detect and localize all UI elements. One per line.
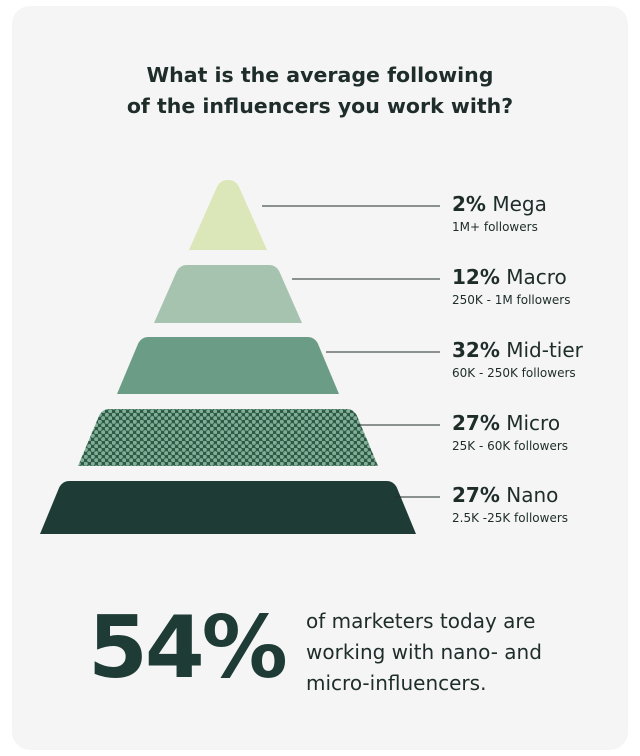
tier-label-micro: 27% Micro 25K - 60K followers (452, 411, 568, 454)
tier-label-mid-tier: 32% Mid-tier 60K - 250K followers (452, 338, 583, 381)
pyramid-tier-nano (40, 481, 416, 534)
stat-description: of marketers today are working with nano… (306, 606, 606, 699)
stat-value: 54% (88, 598, 288, 698)
tier-name: Macro (506, 265, 567, 289)
tier-range: 1M+ followers (452, 220, 538, 234)
tier-range: 25K - 60K followers (452, 439, 569, 453)
tier-label-nano: 27% Nano 2.5K -25K followers (452, 483, 568, 526)
pyramid-tier-micro (78, 409, 378, 466)
tier-name: Micro (506, 411, 561, 435)
stat-line-2: working with nano- and (306, 640, 542, 664)
chart-title: What is the average following of the inf… (0, 60, 640, 122)
chart-title-line-2: of the influencers you work with? (126, 94, 514, 118)
tier-name: Mid-tier (506, 338, 583, 362)
tier-range: 2.5K -25K followers (452, 511, 569, 525)
tier-range: 60K - 250K followers (452, 366, 576, 380)
tier-percent: 12% (452, 265, 500, 289)
tier-range: 250K - 1M followers (452, 293, 571, 307)
tier-name: Mega (492, 192, 547, 216)
pyramid-tier-macro (154, 265, 302, 323)
tier-percent: 27% (452, 483, 500, 507)
stat-line-1: of marketers today are (306, 609, 536, 633)
stat-line-3: micro-influencers. (306, 671, 487, 695)
tier-label-macro: 12% Macro 250K - 1M followers (452, 265, 571, 308)
tier-percent: 2% (452, 192, 486, 216)
chart-title-line-1: What is the average following (146, 63, 494, 87)
pyramid-tier-mid-tier (117, 337, 339, 394)
tier-label-mega: 2% Mega 1M+ followers (452, 192, 547, 235)
tier-percent: 32% (452, 338, 500, 362)
tier-percent: 27% (452, 411, 500, 435)
pyramid-tier-mega (189, 180, 267, 250)
tier-name: Nano (506, 483, 559, 507)
